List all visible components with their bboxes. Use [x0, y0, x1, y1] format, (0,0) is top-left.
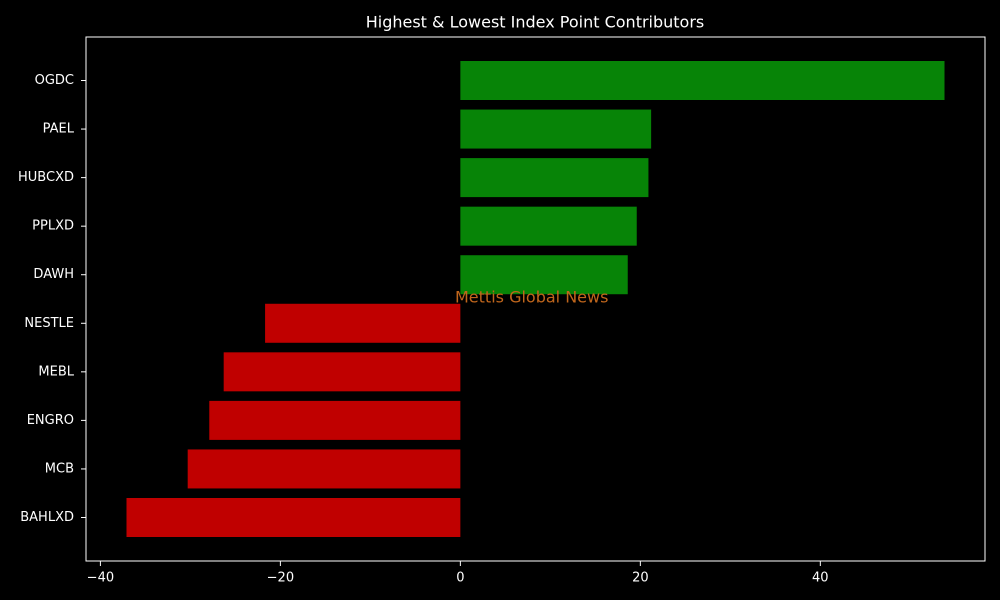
x-tick-label: −20 — [267, 571, 294, 586]
plot-frame — [85, 36, 986, 562]
bar — [460, 158, 649, 198]
chart-title: Highest & Lowest Index Point Contributor… — [366, 13, 705, 32]
y-tick-label: BAHLXD — [20, 510, 74, 525]
bar — [460, 109, 652, 149]
bar — [460, 206, 637, 246]
bar — [126, 498, 461, 537]
y-tick-label: ENGRO — [27, 413, 74, 428]
y-tick-label: PAEL — [43, 122, 75, 137]
watermark: Mettis Global News — [455, 288, 608, 307]
bar — [187, 449, 461, 489]
y-tick-label: MEBL — [38, 364, 74, 379]
y-tick-label: DAWH — [33, 267, 74, 282]
bar — [265, 303, 461, 343]
x-tick-label: 20 — [632, 571, 649, 586]
y-tick-label: PPLXD — [32, 219, 74, 234]
bar — [460, 255, 628, 295]
y-tick-label: OGDC — [35, 73, 74, 88]
bar — [209, 400, 461, 440]
x-tick-label: −40 — [87, 571, 114, 586]
bar — [460, 61, 945, 100]
y-tick-label: MCB — [45, 461, 74, 476]
bar — [223, 352, 461, 392]
x-tick-label: 40 — [812, 571, 829, 586]
y-tick-label: NESTLE — [24, 316, 74, 331]
x-tick-label: 0 — [456, 571, 464, 586]
y-tick-label: HUBCXD — [18, 170, 74, 185]
